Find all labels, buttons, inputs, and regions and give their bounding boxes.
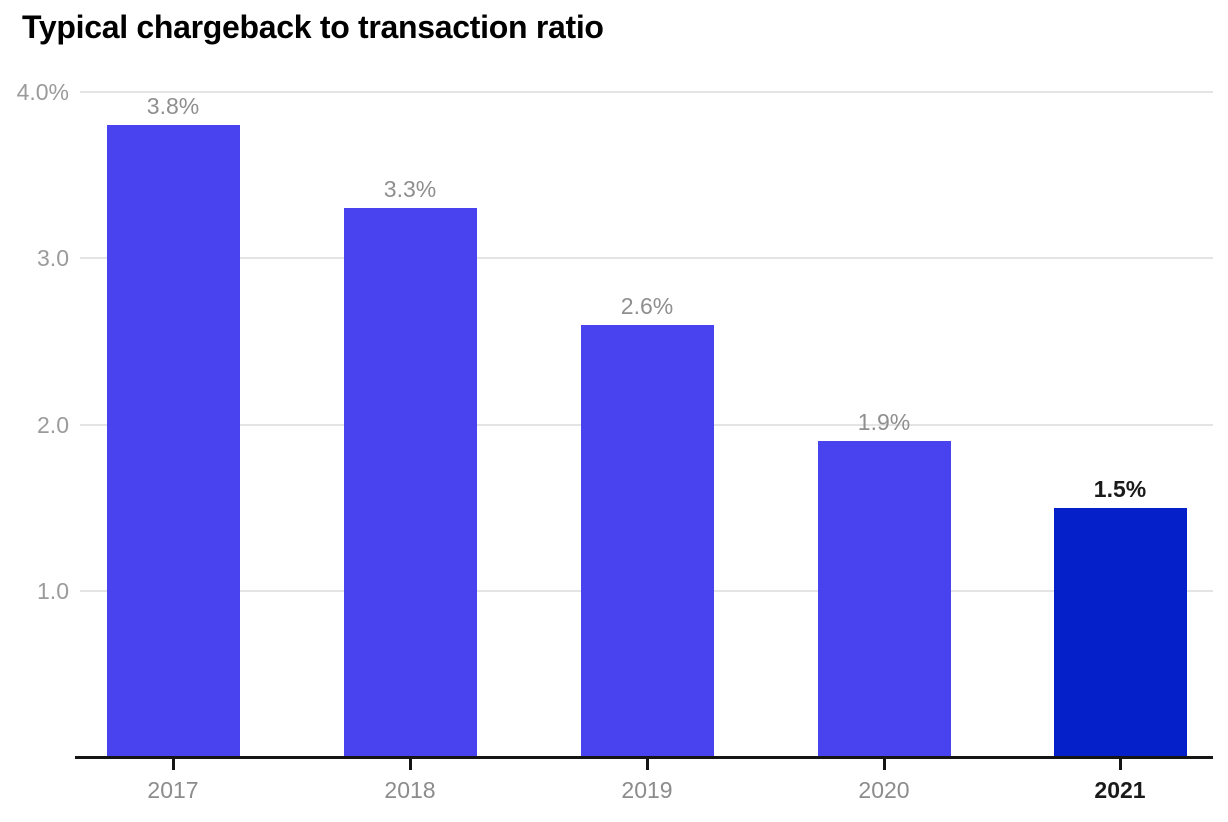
x-axis-line xyxy=(75,756,1213,759)
chart-title: Typical chargeback to transaction ratio xyxy=(22,9,604,45)
x-axis-tick xyxy=(645,758,649,770)
bar-value-label: 3.8% xyxy=(146,93,200,120)
bar-2018 xyxy=(343,208,477,758)
x-axis-tick xyxy=(171,758,175,770)
bar-2017 xyxy=(106,125,240,758)
bar-value-label: 3.3% xyxy=(383,176,437,203)
x-axis-label: 2020 xyxy=(858,777,910,803)
gridline xyxy=(80,91,1213,93)
gridline xyxy=(80,257,1213,260)
x-axis-label: 2017 xyxy=(147,777,199,803)
bar-value-label: 1.5% xyxy=(1093,475,1147,502)
y-axis-tick-label: 2.0 xyxy=(37,411,69,438)
bar-2020 xyxy=(817,441,951,758)
x-axis-label: 2019 xyxy=(621,777,673,803)
bar-2019 xyxy=(580,324,714,758)
x-axis-tick xyxy=(408,758,412,770)
x-axis-tick xyxy=(882,758,886,770)
y-axis-tick-label: 4.0% xyxy=(16,79,69,105)
x-axis-label: 2018 xyxy=(384,777,436,803)
x-axis-tick xyxy=(1118,758,1122,770)
y-axis-tick-label: 1.0 xyxy=(37,577,69,604)
x-axis-label: 2021 xyxy=(1094,777,1146,803)
bar-2021 xyxy=(1053,507,1187,758)
y-axis-tick-label: 3.0 xyxy=(37,245,69,272)
bar-value-label: 2.6% xyxy=(620,292,674,319)
bar-value-label: 1.9% xyxy=(857,409,911,436)
